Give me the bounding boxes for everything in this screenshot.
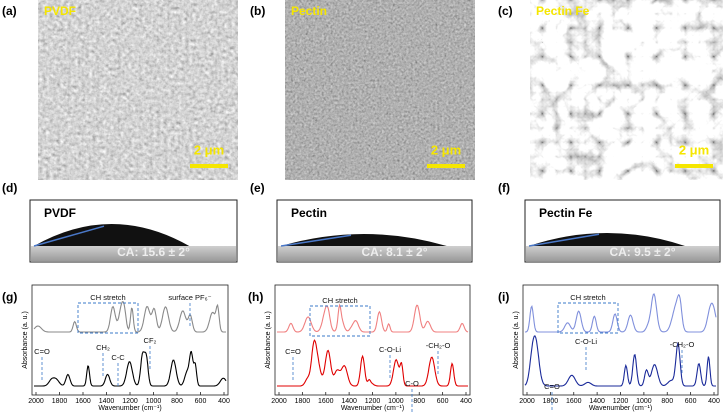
x-tick-label: 1800 <box>295 398 311 405</box>
y-axis-label: Absorbance (a. u.) <box>513 311 520 369</box>
x-tick-label: 400 <box>218 398 230 405</box>
panel-label: (f) <box>498 181 510 195</box>
x-tick-label: 600 <box>437 398 449 405</box>
x-axis-label: Wavenumber (cm⁻¹) <box>341 405 404 412</box>
spectrum-line <box>524 293 717 333</box>
sem-image <box>38 0 238 180</box>
x-tick-label: 2000 <box>271 398 287 405</box>
contact-angle: CA: 8.1 ± 2° <box>361 245 427 259</box>
contact-angle: CA: 9.5 ± 2° <box>609 245 675 259</box>
x-tick-label: 800 <box>661 398 673 405</box>
x-tick-label: 1000 <box>636 398 652 405</box>
annotation: C-O-Li <box>379 345 401 354</box>
x-tick-label: 1400 <box>99 398 115 405</box>
annotation: C-C <box>111 353 125 362</box>
y-axis-label: Absorbance (a. u.) <box>22 311 29 369</box>
tangent-line <box>33 225 105 247</box>
spectrum-line <box>34 350 227 387</box>
droplet <box>529 233 685 246</box>
x-tick-label: 1800 <box>543 398 559 405</box>
annotation: C-O-Li <box>575 337 597 346</box>
scale-bar <box>190 164 228 168</box>
annotation: C=O <box>544 382 560 391</box>
panel-label: (a) <box>2 4 17 18</box>
x-tick-label: 800 <box>413 398 425 405</box>
x-tick-label: 1800 <box>52 398 68 405</box>
panel-label: (g) <box>2 290 17 304</box>
spectrum-line <box>277 339 468 387</box>
scale-label: 2 μm <box>194 142 224 157</box>
sample-title: PVDF <box>44 206 76 220</box>
tangent-line <box>528 233 600 247</box>
x-tick-label: 1400 <box>341 398 357 405</box>
highlight-box <box>309 305 371 337</box>
scale-bar <box>427 164 465 168</box>
scale-label: 2 μm <box>431 142 461 157</box>
x-tick-label: 1200 <box>365 398 381 405</box>
x-axis-label: Wavenumber (cm⁻¹) <box>98 405 161 412</box>
x-tick-label: 800 <box>171 398 183 405</box>
x-tick-label: 600 <box>195 398 207 405</box>
annotation: CH stretch <box>322 296 357 305</box>
annotation: C=O <box>34 347 50 356</box>
x-tick-label: 1200 <box>122 398 138 405</box>
annotation: -CH₂-O <box>670 340 695 349</box>
annotation: C-O <box>405 379 419 388</box>
x-tick-label: 1600 <box>566 398 582 405</box>
panel-label: (e) <box>250 181 265 195</box>
x-tick-label: 600 <box>685 398 697 405</box>
x-tick-label: 400 <box>708 398 720 405</box>
droplet <box>34 224 190 246</box>
sem-image <box>285 0 475 180</box>
highlight-box <box>557 302 619 334</box>
tangent-line <box>280 234 352 247</box>
panel-label: (b) <box>250 4 265 18</box>
x-tick-label: 1200 <box>613 398 629 405</box>
annotation: CH stretch <box>570 293 605 302</box>
sem-title: PVDF <box>44 4 76 18</box>
x-tick-label: 1400 <box>589 398 605 405</box>
sample-title: Pectin Fe <box>539 206 593 220</box>
x-tick-label: 1600 <box>75 398 91 405</box>
panel-label: (i) <box>498 290 509 304</box>
x-tick-label: 1000 <box>146 398 162 405</box>
x-tick-label: 1000 <box>388 398 404 405</box>
highlight-box <box>77 302 139 334</box>
annotation: C=O <box>285 347 301 356</box>
x-axis-label: Wavenumber (cm⁻¹) <box>589 405 652 412</box>
panel-label: (h) <box>248 290 263 304</box>
panel-label: (c) <box>498 4 513 18</box>
scale-label: 2 μm <box>679 142 709 157</box>
sem-image <box>530 0 723 180</box>
sample-title: Pectin <box>291 206 327 220</box>
substrate <box>526 246 719 261</box>
annotation: CH stretch <box>90 293 125 302</box>
scale-bar <box>675 164 713 168</box>
droplet <box>281 234 447 246</box>
spectrum-line <box>33 301 226 333</box>
annotation: surface PF₆⁻ <box>168 293 211 302</box>
sem-title: Pectin <box>291 4 327 18</box>
panel-label: (d) <box>2 181 17 195</box>
annotation: CH₂ <box>96 343 110 352</box>
annotation: -CH₂-O <box>426 341 451 350</box>
spectrum-line <box>524 335 716 387</box>
x-tick-label: 400 <box>460 398 472 405</box>
y-axis-label: Absorbance (a. u.) <box>265 311 272 369</box>
x-tick-label: 2000 <box>28 398 44 405</box>
x-tick-label: 2000 <box>519 398 535 405</box>
x-tick-label: 1600 <box>318 398 334 405</box>
substrate <box>278 246 471 261</box>
substrate <box>31 246 236 261</box>
sem-title: Pectin Fe <box>536 4 590 18</box>
contact-angle: CA: 15.6 ± 2° <box>117 245 190 259</box>
spectrum-line <box>277 303 469 333</box>
annotation: CF₂ <box>144 336 157 345</box>
